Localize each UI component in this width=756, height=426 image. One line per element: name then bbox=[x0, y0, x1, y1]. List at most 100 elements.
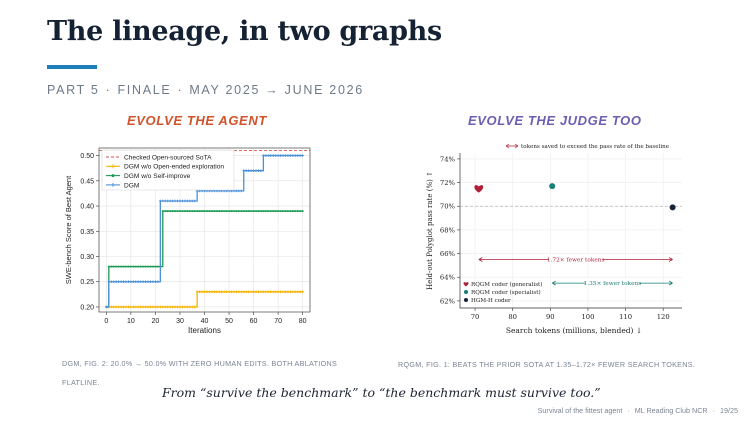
series-point bbox=[279, 154, 282, 157]
legend-label: RQGM coder (generalist) bbox=[471, 281, 543, 288]
series-point bbox=[151, 280, 155, 284]
series-point bbox=[217, 290, 221, 294]
series-point bbox=[144, 280, 147, 284]
slide-title: The lineage, in two graphs bbox=[47, 16, 442, 47]
series-point bbox=[301, 154, 304, 157]
series-point bbox=[252, 169, 255, 173]
y-tick-label: 0.50 bbox=[80, 153, 94, 160]
section-kicker: PART 5 · FINALE · MAY 2025 → JUNE 2026 bbox=[47, 83, 364, 97]
series-point bbox=[230, 210, 233, 213]
series-point bbox=[237, 210, 240, 213]
series-point bbox=[176, 210, 179, 213]
series-point bbox=[136, 305, 140, 309]
kicker-section: FINALE bbox=[117, 83, 172, 97]
series-point bbox=[220, 210, 223, 213]
series-point bbox=[159, 199, 162, 203]
kicker-part: PART 5 bbox=[47, 83, 100, 97]
series-point bbox=[259, 290, 263, 294]
y-axis-label: SWE-bench Score of Best Agent bbox=[64, 175, 73, 284]
series-point bbox=[134, 305, 138, 309]
scatter-point bbox=[549, 183, 556, 190]
chart-title: tokens saved to exceed the pass rate of … bbox=[521, 144, 670, 150]
series-point bbox=[259, 210, 262, 213]
x-tick-label: 70 bbox=[471, 313, 480, 321]
series-point bbox=[109, 280, 113, 284]
legend-marker bbox=[111, 182, 115, 187]
series-point bbox=[298, 154, 302, 157]
series-point bbox=[210, 210, 213, 213]
x-tick-label: 40 bbox=[201, 318, 209, 325]
series-point bbox=[205, 210, 208, 213]
series-point bbox=[190, 199, 194, 203]
footer-separator: · bbox=[712, 406, 715, 415]
series-point bbox=[188, 199, 192, 203]
series-point bbox=[149, 305, 152, 309]
series-point bbox=[142, 265, 145, 268]
series-point bbox=[242, 169, 246, 173]
legend-label: HGM-H coder bbox=[471, 298, 511, 304]
series-point bbox=[181, 210, 184, 213]
series-point bbox=[208, 290, 211, 294]
series-point bbox=[240, 189, 243, 193]
series-point bbox=[235, 290, 238, 294]
slide-footer: Survival of the fittest agent · ML Reading… bbox=[538, 406, 738, 415]
series-point bbox=[284, 154, 287, 157]
series-point bbox=[166, 199, 169, 203]
series-point bbox=[247, 169, 250, 173]
series-point bbox=[132, 280, 135, 284]
right-figure-caption: RQGM, FIG. 1: BEATS THE PRIOR SOTA AT 1.… bbox=[398, 360, 696, 369]
series-dgm bbox=[105, 154, 304, 309]
x-tick-label: 100 bbox=[581, 313, 594, 321]
series-point bbox=[114, 305, 118, 309]
series-point bbox=[122, 305, 125, 309]
series-point bbox=[286, 210, 289, 213]
legend-marker bbox=[111, 164, 115, 169]
series-point bbox=[168, 199, 172, 203]
series-point bbox=[112, 305, 116, 309]
series-point bbox=[279, 290, 282, 294]
series-point bbox=[159, 305, 162, 309]
series-point bbox=[247, 210, 250, 213]
series-point bbox=[127, 305, 130, 309]
series-point bbox=[227, 290, 231, 294]
y-axis-label: Held-out Polyglot pass rate (%) ↑ bbox=[426, 171, 434, 290]
series-point bbox=[201, 210, 204, 213]
series-point bbox=[132, 265, 135, 268]
series-point bbox=[255, 210, 258, 213]
series-point bbox=[242, 210, 245, 213]
series-point bbox=[269, 154, 273, 157]
annotation-label: 1.35× fewer tokens bbox=[584, 281, 642, 287]
series-point bbox=[193, 210, 196, 213]
series-dgm-w-o-self-improve bbox=[105, 210, 304, 308]
series-point bbox=[291, 154, 295, 157]
series-point bbox=[141, 305, 145, 309]
series-point bbox=[274, 210, 277, 213]
series-point bbox=[299, 210, 302, 213]
series-point bbox=[181, 305, 184, 309]
series-point bbox=[163, 199, 167, 203]
series-point bbox=[129, 280, 133, 284]
series-point bbox=[161, 199, 165, 203]
series-point bbox=[254, 290, 258, 294]
series-point bbox=[237, 290, 241, 294]
series-point bbox=[293, 154, 297, 157]
series-point bbox=[154, 265, 157, 268]
series-point bbox=[110, 265, 113, 268]
series-point bbox=[266, 290, 270, 294]
series-point bbox=[205, 290, 209, 294]
series-point bbox=[166, 210, 169, 213]
series-point bbox=[107, 265, 110, 268]
series-point bbox=[146, 280, 150, 284]
x-tick-label: 80 bbox=[299, 318, 307, 325]
series-point bbox=[269, 210, 272, 213]
y-tick-label: 70% bbox=[440, 203, 456, 211]
series-point bbox=[301, 210, 304, 213]
legend-label: DGM bbox=[124, 182, 139, 189]
x-tick-label: 10 bbox=[127, 318, 135, 325]
series-point bbox=[210, 290, 214, 294]
series-point bbox=[252, 210, 255, 213]
series-point bbox=[281, 290, 285, 294]
series-point bbox=[262, 154, 265, 157]
series-point bbox=[276, 290, 280, 294]
series-point bbox=[178, 305, 182, 309]
